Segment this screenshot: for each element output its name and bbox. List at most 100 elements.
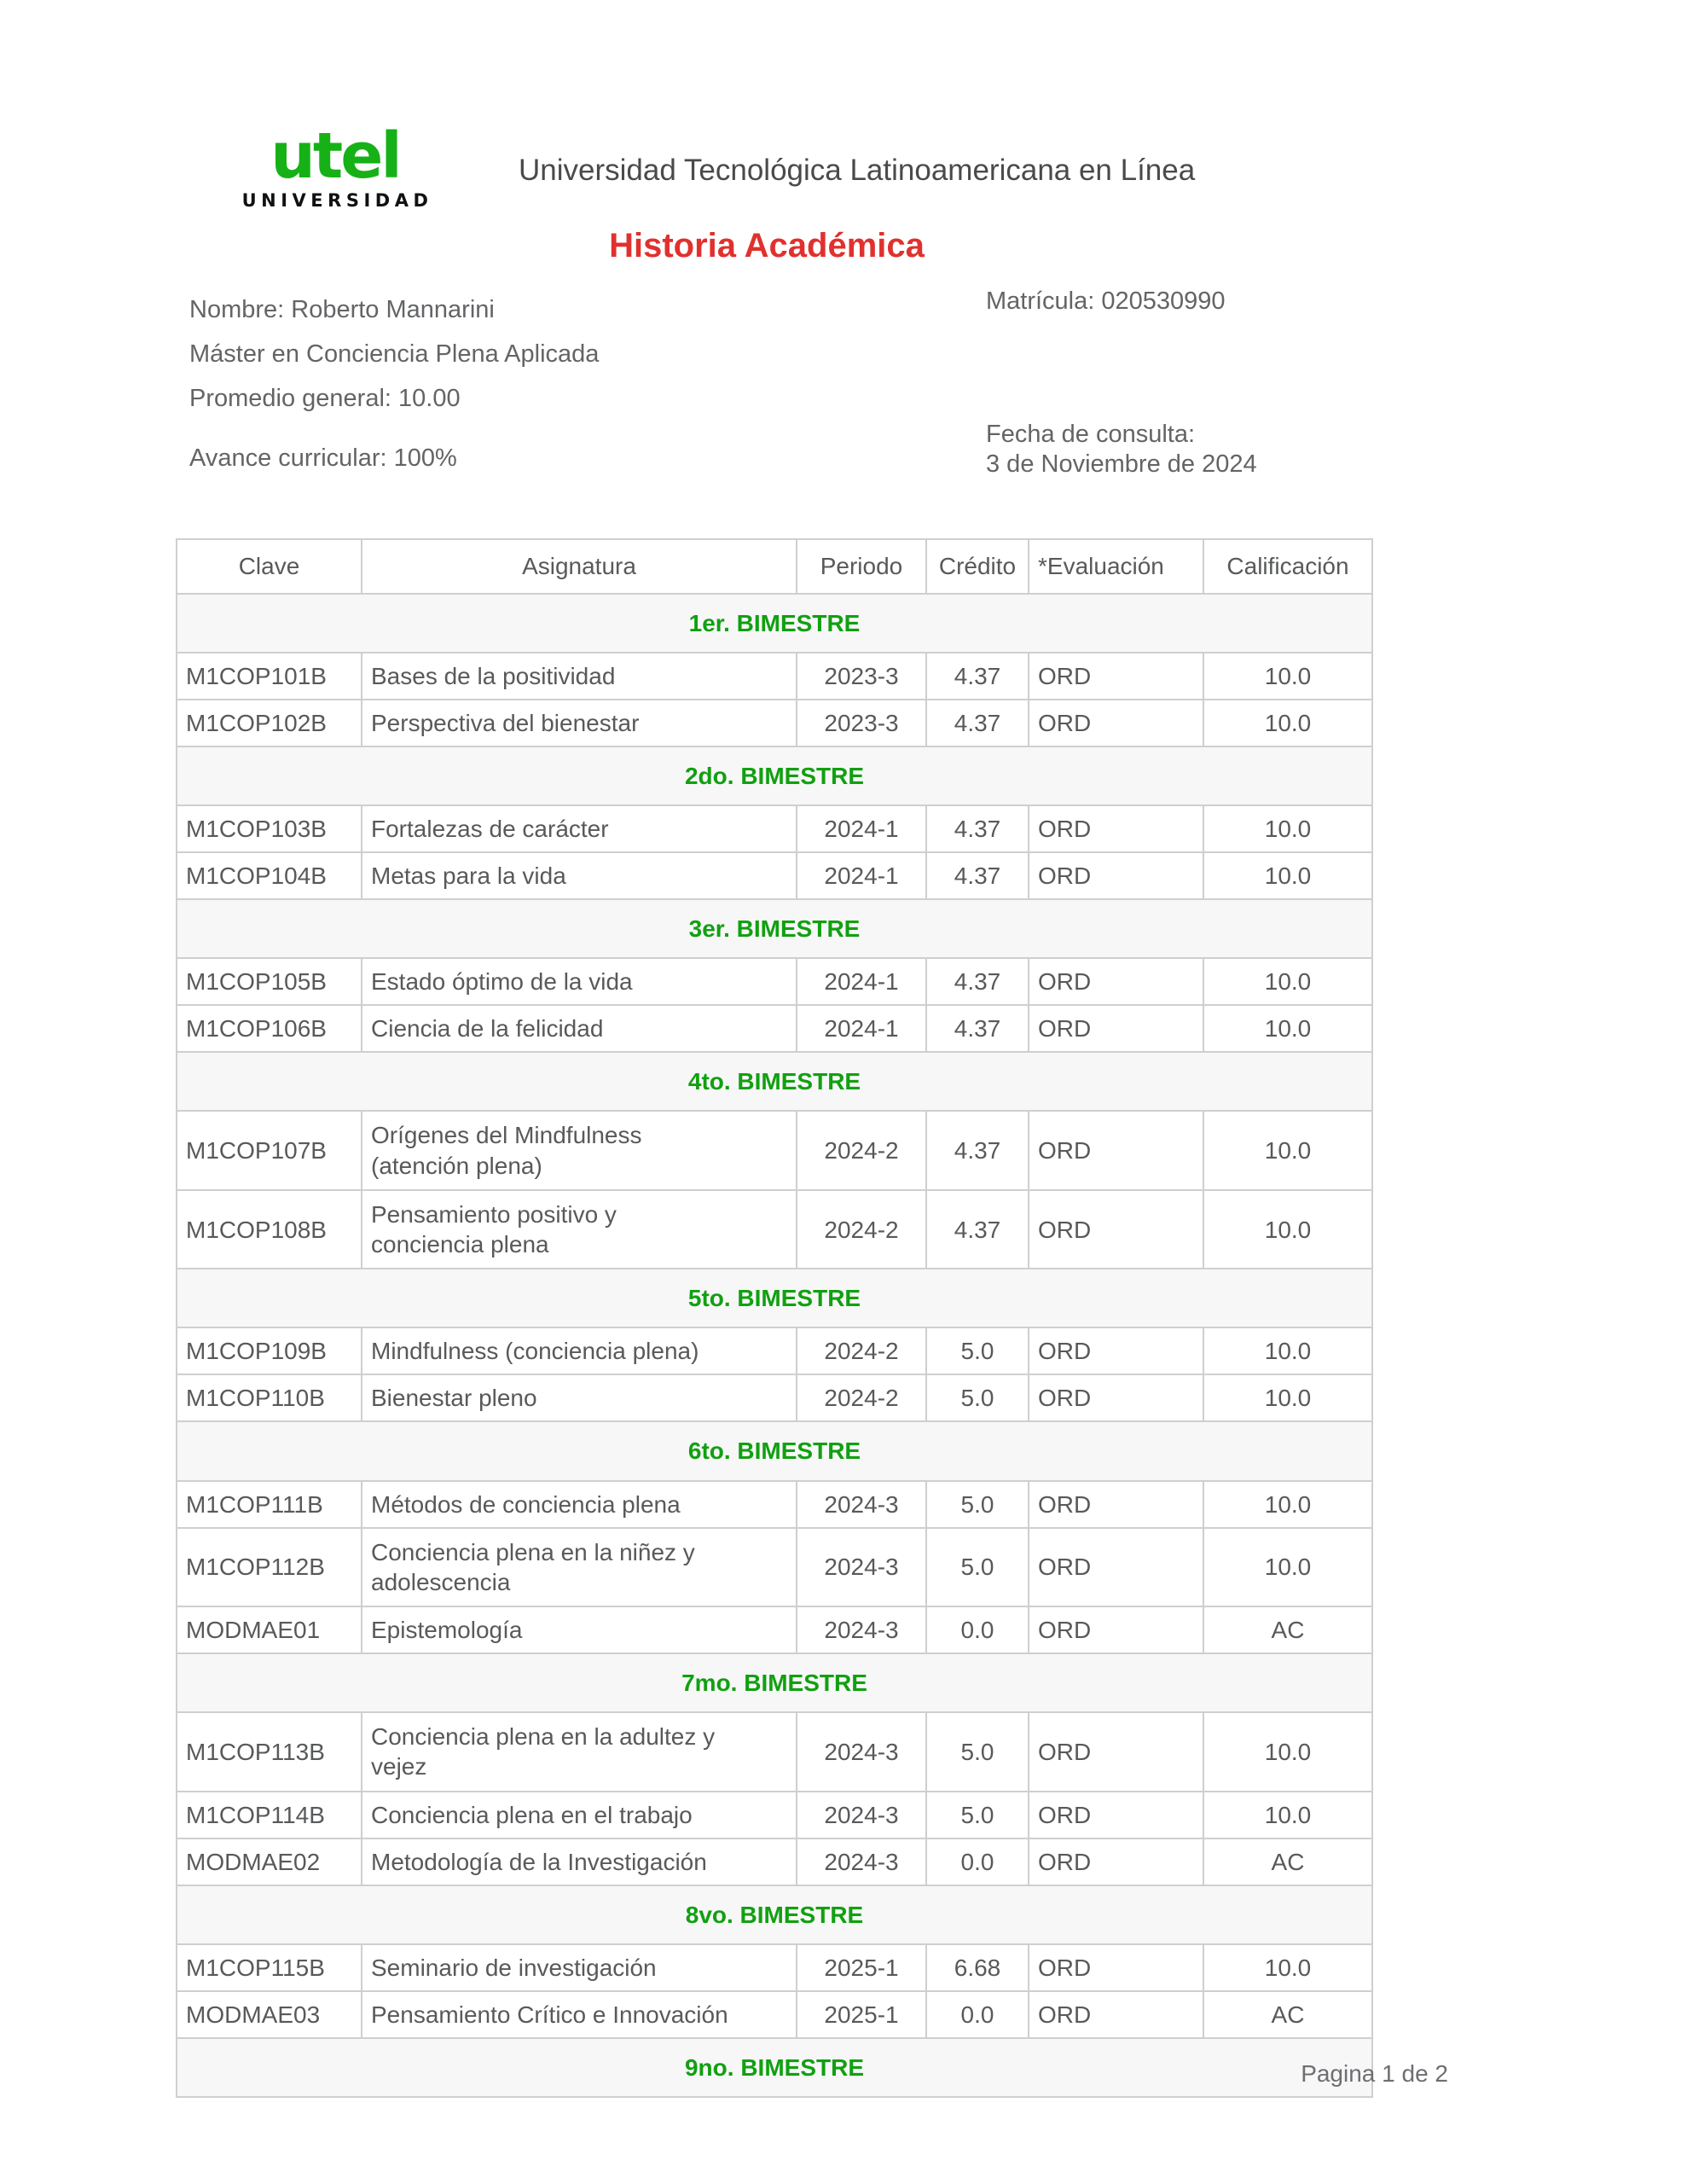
table-body: 1er. BIMESTRE M1COP101B Bases de la positi… — [177, 595, 1371, 2096]
cell-evaluacion: ORD — [1029, 1481, 1203, 1527]
cell-evaluacion: ORD — [1029, 959, 1203, 1005]
cell-periodo: 2024-3 — [797, 1481, 925, 1527]
table-row: M1COP104B Metas para la vida 2024-1 4.37 ORD… — [177, 853, 1371, 899]
cell-clave: MODMAE03 — [177, 1991, 361, 2037]
cell-asignatura: Fortalezas de carácter — [362, 806, 796, 852]
cell-periodo: 2024-3 — [797, 1528, 925, 1606]
cell-credito: 5.0 — [927, 1528, 1028, 1606]
table-row: MODMAE02 Metodología de la Investigación 2… — [177, 1838, 1371, 1885]
cell-clave: MODMAE01 — [177, 1607, 361, 1653]
cell-evaluacion: ORD — [1029, 1713, 1203, 1791]
cell-clave: M1COP105B — [177, 959, 361, 1005]
cell-calificacion: AC — [1204, 1838, 1371, 1885]
cell-credito: 0.0 — [927, 1607, 1028, 1653]
cell-clave: M1COP112B — [177, 1528, 361, 1606]
bimestre-section-row: 5to. BIMESTRE — [177, 1269, 1371, 1327]
cell-asignatura: Epistemología — [362, 1607, 796, 1653]
cell-evaluacion: ORD — [1029, 1328, 1203, 1374]
cell-periodo: 2024-2 — [797, 1112, 925, 1189]
cell-evaluacion: ORD — [1029, 1112, 1203, 1189]
bimestre-label: 1er. BIMESTRE — [177, 595, 1371, 653]
table-row: M1COP111B Métodos de conciencia plena 2024… — [177, 1481, 1371, 1527]
cell-asignatura: Conciencia plena en el trabajo — [362, 1792, 796, 1838]
asignatura-line: Orígenes del Mindfulness — [371, 1122, 642, 1149]
bimestre-section-row: 8vo. BIMESTRE — [177, 1885, 1371, 1943]
cell-asignatura: Orígenes del Mindfulness (atención plena) — [362, 1112, 796, 1189]
cell-evaluacion: ORD — [1029, 1991, 1203, 2037]
cell-credito: 0.0 — [927, 1991, 1028, 2037]
table-row: M1COP110B Bienestar pleno 2024-2 5.0 ORD 10.0 — [177, 1375, 1371, 1421]
cell-evaluacion: ORD — [1029, 1607, 1203, 1653]
cell-periodo: 2024-3 — [797, 1607, 925, 1653]
cell-clave: M1COP103B — [177, 806, 361, 852]
page-title: Historia Académica — [609, 227, 925, 264]
column-header-asignatura: Asignatura — [362, 540, 796, 593]
cell-clave: M1COP109B — [177, 1328, 361, 1374]
student-gpa: Promedio general: 10.00 — [189, 385, 461, 412]
asignatura-line: Pensamiento positivo y — [371, 1200, 617, 1228]
cell-asignatura: Seminario de investigación — [362, 1944, 796, 1990]
table-row: M1COP101B Bases de la positividad 2023-3 4.… — [177, 653, 1371, 700]
cell-calificacion: 10.0 — [1204, 806, 1371, 852]
cell-calificacion: AC — [1204, 1991, 1371, 2037]
cell-evaluacion: ORD — [1029, 1006, 1203, 1052]
cell-calificacion: 10.0 — [1204, 1006, 1371, 1052]
cell-credito: 4.37 — [927, 1190, 1028, 1269]
cell-calificacion: 10.0 — [1204, 653, 1371, 700]
column-header-clave: Clave — [177, 540, 361, 593]
bimestre-section-row: 2do. BIMESTRE — [177, 747, 1371, 805]
cell-asignatura: Metas para la vida — [362, 853, 796, 899]
cell-asignatura: Bienestar pleno — [362, 1375, 796, 1421]
table-row: M1COP102B Perspectiva del bienestar 2023-3… — [177, 700, 1371, 746]
student-info: Nombre: Roberto Mannarini Máster en Conc… — [0, 288, 1687, 480]
cell-evaluacion: ORD — [1029, 853, 1203, 899]
bimestre-section-row: 9no. BIMESTRE — [177, 2038, 1371, 2096]
cell-periodo: 2024-2 — [797, 1375, 925, 1421]
cell-asignatura: Metodología de la Investigación — [362, 1838, 796, 1885]
cell-credito: 4.37 — [927, 853, 1028, 899]
cell-periodo: 2024-1 — [797, 1006, 925, 1052]
table-header: Clave Asignatura Periodo Crédito *Evalua… — [177, 540, 1371, 593]
asignatura-line: adolescencia — [371, 1568, 511, 1595]
cell-periodo: 2023-3 — [797, 700, 925, 746]
cell-calificacion: 10.0 — [1204, 1328, 1371, 1374]
cell-asignatura: Ciencia de la felicidad — [362, 1006, 796, 1052]
consultation-date-label: Fecha de consulta: — [986, 421, 1196, 448]
bimestre-label: 4to. BIMESTRE — [177, 1053, 1371, 1111]
cell-asignatura: Bases de la positividad — [362, 653, 796, 700]
cell-periodo: 2023-3 — [797, 653, 925, 700]
cell-asignatura: Pensamiento positivo y conciencia plena — [362, 1190, 796, 1269]
cell-credito: 4.37 — [927, 700, 1028, 746]
bimestre-label: 7mo. BIMESTRE — [177, 1654, 1371, 1712]
cell-evaluacion: ORD — [1029, 1792, 1203, 1838]
column-header-credito: Crédito — [927, 540, 1028, 593]
cell-evaluacion: ORD — [1029, 806, 1203, 852]
cell-asignatura: Métodos de conciencia plena — [362, 1481, 796, 1527]
cell-credito: 5.0 — [927, 1375, 1028, 1421]
cell-asignatura: Perspectiva del bienestar — [362, 700, 796, 746]
cell-credito: 6.68 — [927, 1944, 1028, 1990]
table-row: M1COP108B Pensamiento positivo y concienci… — [177, 1190, 1371, 1269]
bimestre-label: 5to. BIMESTRE — [177, 1269, 1371, 1327]
cell-asignatura: Mindfulness (conciencia plena) — [362, 1328, 796, 1374]
cell-calificacion: 10.0 — [1204, 1112, 1371, 1189]
cell-clave: M1COP114B — [177, 1792, 361, 1838]
cell-periodo: 2024-1 — [797, 806, 925, 852]
cell-evaluacion: ORD — [1029, 1838, 1203, 1885]
consultation-date-value: 3 de Noviembre de 2024 — [986, 450, 1257, 478]
cell-credito: 0.0 — [927, 1838, 1028, 1885]
cell-clave: M1COP115B — [177, 1944, 361, 1990]
cell-periodo: 2024-2 — [797, 1190, 925, 1269]
cell-calificacion: 10.0 — [1204, 853, 1371, 899]
utel-logo-wordmark: utel — [270, 119, 403, 194]
cell-calificacion: 10.0 — [1204, 1190, 1371, 1269]
cell-asignatura: Estado óptimo de la vida — [362, 959, 796, 1005]
cell-clave: M1COP111B — [177, 1481, 361, 1527]
table-row: M1COP109B Mindfulness (conciencia plena) 2… — [177, 1328, 1371, 1374]
table-row: M1COP115B Seminario de investigación 2025-… — [177, 1944, 1371, 1990]
cell-evaluacion: ORD — [1029, 1528, 1203, 1606]
bimestre-section-row: 1er. BIMESTRE — [177, 595, 1371, 653]
history-table-container: Clave Asignatura Periodo Crédito *Evalua… — [0, 538, 1687, 2098]
student-program: Máster en Conciencia Plena Aplicada — [189, 340, 600, 368]
cell-evaluacion: ORD — [1029, 1944, 1203, 1990]
